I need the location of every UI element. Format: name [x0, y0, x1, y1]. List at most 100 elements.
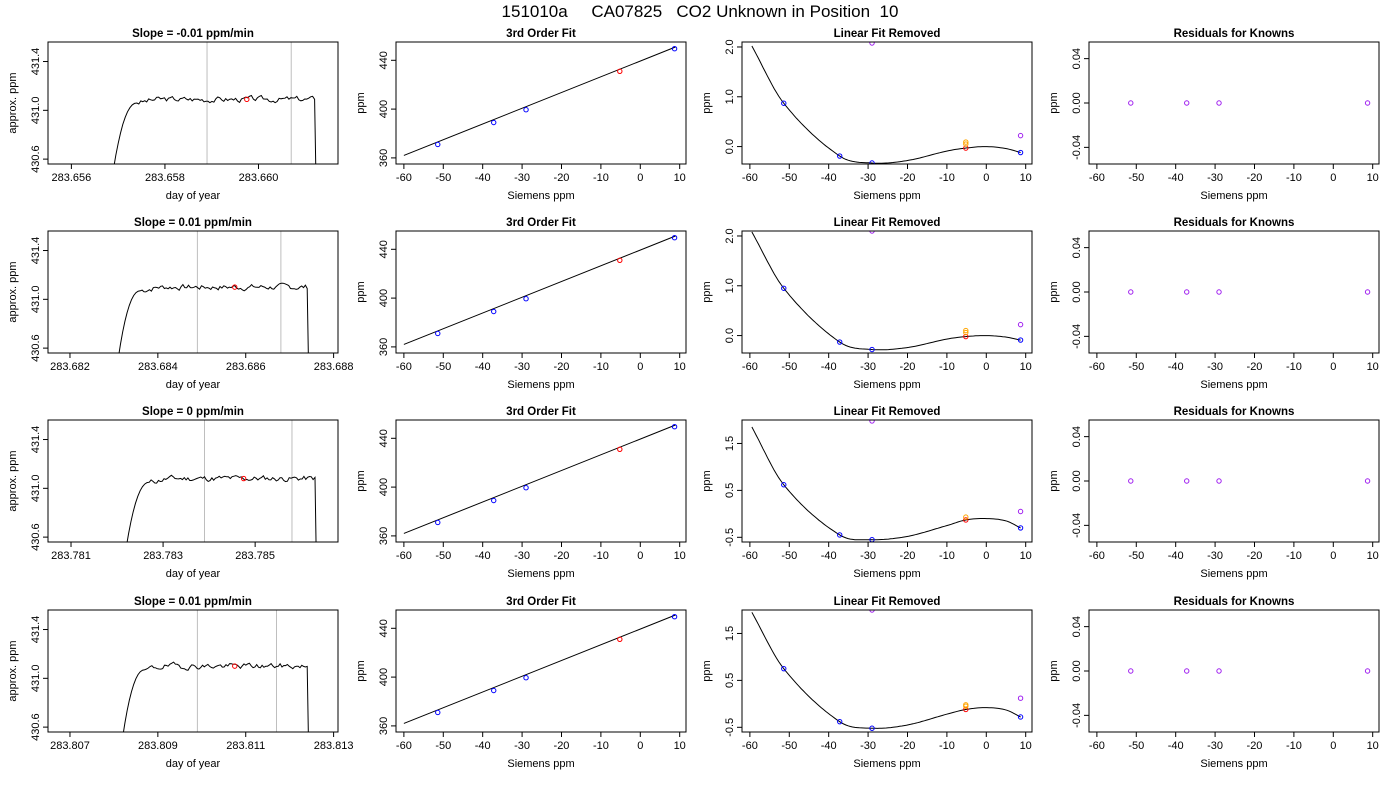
y-tick-label: 0.00 — [1071, 92, 1083, 113]
residual-point — [1017, 508, 1024, 515]
y-tick-label: 431.0 — [30, 97, 42, 125]
plot-area — [751, 231, 1024, 353]
panel-title: Slope = 0.01 ppm/min — [134, 596, 252, 608]
x-tick-label: -40 — [475, 550, 491, 562]
y-tick-label: -0.04 — [1071, 324, 1083, 349]
panel-title: Slope = 0 ppm/min — [142, 406, 244, 418]
x-tick-label: 0 — [637, 361, 643, 373]
x-tick-label: 283.785 — [235, 550, 275, 562]
x-tick-label: 283.684 — [138, 361, 178, 373]
y-axis-label: approx. ppm — [7, 72, 19, 133]
known-point — [869, 725, 875, 731]
known-point — [781, 482, 787, 488]
fit-curve — [751, 426, 1021, 541]
y-tick-label: 400 — [378, 100, 390, 118]
x-tick-label: 283.658 — [145, 172, 185, 184]
plot-area — [751, 42, 1024, 164]
panel-r1-c2: 3rd Order Fit -60 -50 -40 -30 -20 -10 0 10 360 400… — [355, 28, 687, 202]
x-tick-label: 10 — [674, 740, 686, 752]
y-tick-label: 431.4 — [30, 237, 42, 265]
panel-title: Residuals for Knowns — [1174, 28, 1295, 40]
panel-title: 3rd Order Fit — [506, 28, 576, 40]
x-tick-label: -50 — [1128, 361, 1144, 373]
plot-area — [403, 46, 678, 156]
y-tick-label: 400 — [378, 668, 390, 686]
x-tick-label: -40 — [821, 550, 837, 562]
x-tick-label: -60 — [742, 550, 758, 562]
x-tick-label: 10 — [1020, 172, 1032, 184]
unknown-point — [617, 636, 623, 642]
x-tick-label: -60 — [742, 361, 758, 373]
known-point — [781, 100, 787, 106]
panel-r1-c3: Linear Fit Removed -60 -50 -40 -30 -20 -10 0 10 0… — [701, 28, 1033, 202]
plot-frame — [395, 609, 687, 733]
x-tick-label: 0 — [983, 172, 989, 184]
y-axis-label: ppm — [355, 470, 367, 491]
known-point — [523, 675, 529, 681]
x-tick-label: -20 — [900, 740, 916, 752]
y-tick-label: 440 — [378, 51, 390, 69]
y-tick-label: 430.6 — [30, 713, 42, 741]
known-point — [837, 153, 843, 159]
y-axis-label: ppm — [1048, 470, 1060, 491]
plot-frame — [741, 230, 1033, 354]
y-axis-label: approx. ppm — [7, 450, 19, 511]
series-line — [118, 282, 309, 353]
plot-area — [403, 424, 678, 534]
fit-line — [403, 424, 676, 534]
panel-r4-c2: 3rd Order Fit -60 -50 -40 -30 -20 -10 0 10 360 400… — [355, 596, 687, 770]
x-tick-label: 283.781 — [51, 550, 91, 562]
x-tick-label: -60 — [742, 172, 758, 184]
y-axis-label: ppm — [701, 281, 713, 302]
y-tick-label: 430.6 — [30, 523, 42, 551]
residual-point — [1216, 100, 1222, 106]
x-tick-label: 0 — [983, 740, 989, 752]
panel-title: Linear Fit Removed — [834, 217, 941, 229]
known-point — [869, 346, 875, 353]
x-tick-label: 283.688 — [314, 361, 354, 373]
y-tick-label: 431.4 — [30, 616, 42, 644]
y-tick-label: 2.0 — [724, 39, 736, 54]
residual-point — [1216, 668, 1222, 674]
x-tick-label: -20 — [900, 550, 916, 562]
known-point — [1017, 149, 1024, 156]
unknown-marker-point — [240, 475, 247, 482]
x-tick-label: -40 — [1168, 740, 1184, 752]
x-tick-label: -60 — [1089, 361, 1105, 373]
known-point — [837, 532, 843, 538]
x-tick-label: -30 — [860, 361, 876, 373]
x-axis-label: Siemens ppm — [1200, 379, 1267, 391]
plot-area — [118, 231, 309, 353]
plot-frame — [47, 230, 339, 354]
y-tick-label: 0.00 — [1071, 470, 1083, 491]
known-point — [837, 718, 843, 725]
x-axis-label: Siemens ppm — [507, 758, 574, 770]
y-tick-label: 0.00 — [1071, 660, 1083, 681]
residual-point — [1364, 668, 1371, 674]
x-tick-label: 0 — [1330, 740, 1336, 752]
x-axis-label: Siemens ppm — [1200, 190, 1267, 202]
x-tick-label: 283.813 — [314, 740, 354, 752]
x-tick-label: -30 — [514, 361, 530, 373]
x-tick-label: 10 — [674, 172, 686, 184]
reference-point — [963, 139, 969, 145]
x-tick-label: 0 — [1330, 550, 1336, 562]
x-tick-label: 0 — [637, 172, 643, 184]
panel-r3-c3: Linear Fit Removed -60 -50 -40 -30 -20 -10 0 10 -… — [701, 406, 1033, 580]
x-tick-label: -60 — [396, 361, 412, 373]
x-tick-label: -10 — [593, 172, 609, 184]
panel-title: Linear Fit Removed — [834, 406, 941, 418]
x-tick-label: -40 — [475, 172, 491, 184]
x-axis-label: day of year — [166, 568, 221, 580]
x-tick-label: 10 — [1367, 550, 1379, 562]
x-tick-label: -50 — [781, 361, 797, 373]
fit-curve — [751, 45, 1021, 164]
panel-r2-c3: Linear Fit Removed -60 -50 -40 -30 -20 -10 0 10 0… — [701, 217, 1033, 391]
y-axis-label: ppm — [701, 92, 713, 113]
x-tick-label: -40 — [821, 172, 837, 184]
x-tick-label: -10 — [1286, 740, 1302, 752]
y-axis-label: ppm — [1048, 660, 1060, 681]
y-tick-label: 0.04 — [1071, 426, 1083, 447]
y-tick-label: 1.0 — [724, 89, 736, 104]
residual-point — [869, 610, 875, 613]
